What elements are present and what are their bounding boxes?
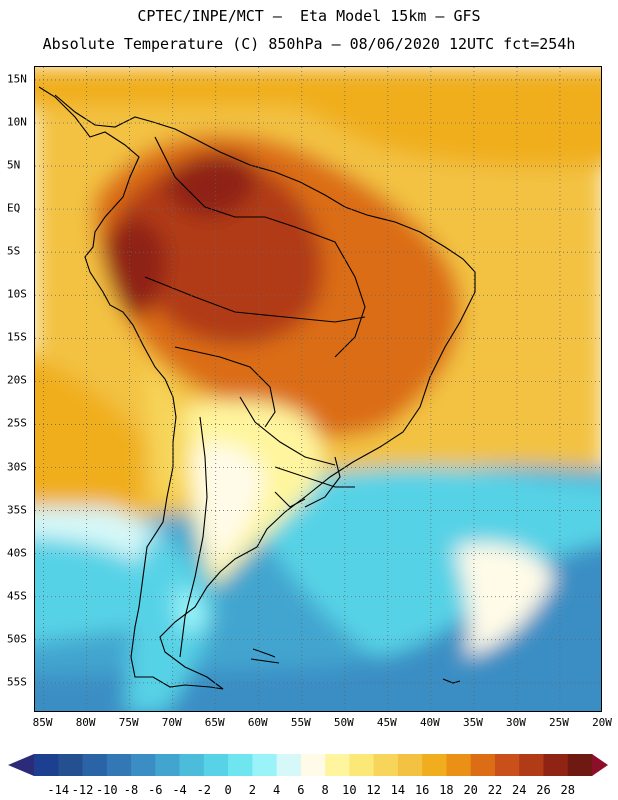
latitude-label: 35S <box>7 503 27 517</box>
colorbar-swatch <box>228 754 253 776</box>
colorbar-swatch <box>58 754 84 776</box>
longitude-label: 35W <box>462 716 483 729</box>
latitude-label: 10N <box>7 115 27 129</box>
map-title-line1: CPTEC/INPE/MCT – Eta Model 15km – GFS <box>137 7 481 25</box>
colorbar-swatch <box>203 754 229 776</box>
colorbar-swatch <box>470 754 496 776</box>
longitude-label: 85W <box>32 716 53 729</box>
longitude-label: 25W <box>549 716 569 729</box>
colorbar-low-arrow <box>8 754 34 776</box>
colorbar-tick-label: -8 <box>123 783 139 797</box>
colorbar-swatch <box>252 754 278 776</box>
longitude-label: 80W <box>75 716 96 729</box>
colorbar-tick-label: 0 <box>224 783 232 797</box>
latitude-label: 15S <box>7 330 27 344</box>
colorbar-swatch <box>543 754 569 776</box>
colorbar-tick-label: 26 <box>536 783 551 797</box>
longitude-label: 20W <box>592 716 612 729</box>
latitude-label: 45S <box>7 589 27 603</box>
colorbar-tick-label: 4 <box>272 783 281 797</box>
colorbar <box>8 754 608 776</box>
colorbar-swatch <box>300 754 326 776</box>
latitude-label: 5S <box>7 244 21 258</box>
longitude-label: 65W <box>204 716 225 729</box>
colorbar-tick-label: -2 <box>196 783 212 797</box>
colorbar-tick-label: 24 <box>511 783 527 797</box>
colorbar-swatch <box>155 754 181 776</box>
colorbar-tick-label: 2 <box>248 783 256 797</box>
colorbar-swatch <box>422 754 447 776</box>
latitude-label: 50S <box>7 632 27 646</box>
colorbar-tick-label: 28 <box>560 783 575 797</box>
colorbar-swatch <box>519 754 544 776</box>
latitude-label: 40S <box>7 546 27 560</box>
colorbar-high-arrow <box>592 754 608 776</box>
latitude-label: 15N <box>7 72 27 86</box>
longitude-label: 60W <box>247 716 268 729</box>
colorbar-tick-label: 10 <box>342 783 357 797</box>
longitude-label: 55W <box>290 716 311 729</box>
longitude-label: 75W <box>118 716 139 729</box>
graticule <box>35 67 601 711</box>
latitude-label: 25S <box>7 416 27 430</box>
longitude-label: 45W <box>376 716 397 729</box>
colorbar-swatch <box>106 754 132 776</box>
colorbar-tick-label: 18 <box>439 783 454 797</box>
colorbar-swatch <box>34 754 59 776</box>
colorbar-tick-label: -14 <box>47 783 70 797</box>
latitude-label: 10S <box>7 287 27 301</box>
colorbar-tick-label: -10 <box>95 783 118 797</box>
temperature-map <box>34 66 602 712</box>
colorbar-swatch <box>131 754 156 776</box>
colorbar-swatch <box>397 754 423 776</box>
colorbar-swatch <box>446 754 472 776</box>
colorbar-swatch <box>373 754 399 776</box>
colorbar-tick-label: 22 <box>487 783 503 797</box>
longitude-label: 30W <box>506 716 526 729</box>
colorbar-swatch <box>325 754 350 776</box>
colorbar-tick-label: -12 <box>71 783 94 797</box>
colorbar-tick-label: 6 <box>297 783 305 797</box>
latitude-label: 55S <box>7 675 27 689</box>
colorbar-tick-label: 16 <box>414 783 430 797</box>
temperature-field <box>35 67 601 711</box>
colorbar-tick-label: -4 <box>172 783 187 797</box>
colorbar-swatch <box>276 754 302 776</box>
colorbar-tick-label: 8 <box>321 783 329 797</box>
latitude-label: 30S <box>7 460 27 474</box>
colorbar-swatch <box>494 754 520 776</box>
colorbar-swatch <box>567 754 593 776</box>
colorbar-tick-label: 12 <box>366 783 381 797</box>
colorbar-swatch <box>349 754 375 776</box>
longitude-label: 40W <box>419 716 440 729</box>
longitude-label: 70W <box>161 716 182 729</box>
map-title-line2: Absolute Temperature (C) 850hPa – 08/06/… <box>42 35 576 53</box>
colorbar-tick-label: 14 <box>390 783 406 797</box>
latitude-label: 20S <box>7 373 27 387</box>
colorbar-swatch <box>179 754 205 776</box>
latitude-label: 5N <box>7 158 21 172</box>
colorbar-tick-label: -6 <box>148 783 163 797</box>
map-canvas <box>35 67 601 711</box>
latitude-label: EQ <box>7 201 21 215</box>
colorbar-swatch <box>82 754 108 776</box>
colorbar-tick-label: 20 <box>463 783 478 797</box>
longitude-label: 50W <box>333 716 354 729</box>
